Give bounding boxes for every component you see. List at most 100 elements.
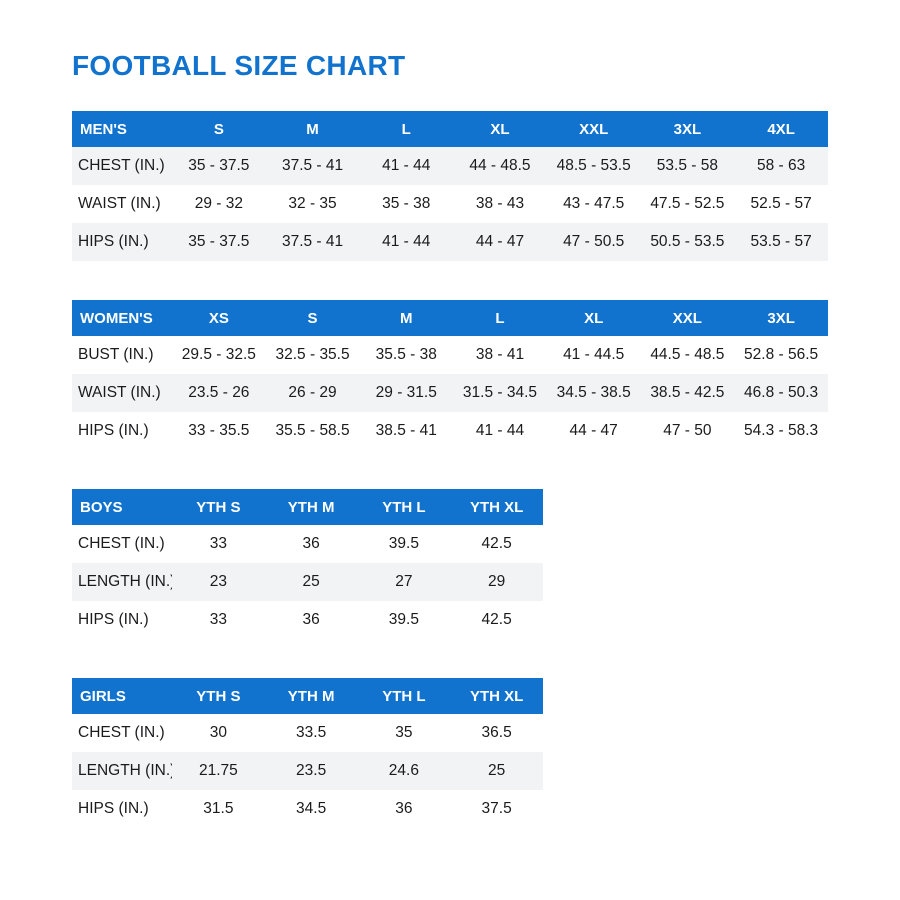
- size-value: 25: [264, 563, 358, 602]
- size-value: 29: [450, 563, 543, 602]
- size-value: 37.5 - 41: [265, 223, 360, 262]
- boys-size-column-header: YTH M: [264, 489, 358, 526]
- size-value: 54.3 - 58.3: [744, 422, 819, 440]
- size-value: 33: [209, 611, 227, 629]
- size-table-mens: MEN'S S M L XL XXL 3XL 4XL CHEST (IN.) 35 - 37.5 3…: [72, 111, 828, 262]
- size-value: 50.5 - 53.5: [640, 223, 735, 262]
- size-value: 29 - 32: [194, 195, 243, 213]
- mens-size-column-header: XL: [453, 111, 547, 148]
- size-value: 42.5: [481, 535, 512, 553]
- row-label: HIPS (IN.): [78, 611, 149, 629]
- size-value: 38 - 43: [475, 195, 525, 213]
- size-value: 44.5 - 48.5: [650, 346, 725, 364]
- page-title: FOOTBALL SIZE CHART: [72, 50, 406, 81]
- womens-size-column-header: XL: [546, 300, 641, 337]
- size-value: 36: [302, 611, 320, 629]
- size-value: 33 - 35.5: [188, 422, 250, 440]
- size-value: 35 - 37.5: [172, 147, 266, 186]
- size-value: 41 - 44: [359, 223, 454, 262]
- table-row: WAIST (IN.) 29 - 32 32 - 35 35 - 38 38 - 43 4…: [72, 185, 828, 223]
- table-row: LENGTH (IN.) 23 25 27 29: [72, 563, 543, 602]
- size-value: 23.5: [264, 752, 358, 791]
- womens-table-title-cell: WOMEN'S: [72, 300, 172, 337]
- mens-size-column-header: XXL: [546, 111, 641, 148]
- table-row: HIPS (IN.) 35 - 37.5 37.5 - 41 41 - 44 44 - …: [72, 223, 828, 262]
- row-label: HIPS (IN.): [78, 422, 149, 440]
- mens-size-column-header: S: [172, 111, 266, 148]
- size-tables: MEN'S S M L XL XXL 3XL 4XL CHEST (IN.) 35 - 37.5 3…: [72, 111, 830, 828]
- row-label: CHEST (IN.): [78, 724, 165, 742]
- size-value: 42.5: [481, 611, 512, 629]
- table-row: HIPS (IN.) 33 36 39.5 42.5: [72, 601, 543, 639]
- size-value: 41 - 44: [359, 147, 454, 186]
- size-value: 44 - 48.5: [453, 147, 547, 186]
- size-value: 36: [302, 535, 320, 553]
- row-label: HIPS (IN.): [72, 223, 172, 262]
- mens-header-row: MEN'S S M L XL XXL 3XL 4XL: [72, 111, 828, 148]
- size-value: 32 - 35: [288, 195, 337, 213]
- size-value: 31.5 - 34.5: [453, 374, 547, 413]
- size-table-girls: GIRLS YTH S YTH M YTH L YTH XL CHEST (IN.) 30 3…: [72, 678, 543, 828]
- table-row: LENGTH (IN.) 21.75 23.5 24.6 25: [72, 752, 543, 791]
- size-value: 47 - 50.5: [546, 223, 641, 262]
- size-value: 35 - 37.5: [172, 223, 266, 262]
- size-value: 47.5 - 52.5: [650, 195, 725, 213]
- size-value: 33.5: [296, 724, 327, 742]
- size-value: 32.5 - 35.5: [275, 346, 350, 364]
- girls-header-row: GIRLS YTH S YTH M YTH L YTH XL: [72, 678, 543, 715]
- mens-size-column-header: M: [265, 111, 360, 148]
- size-value: 53.5 - 57: [734, 223, 828, 262]
- size-value: 29 - 31.5: [359, 374, 454, 413]
- row-label: CHEST (IN.): [78, 535, 165, 553]
- girls-size-column-header: YTH XL: [450, 678, 543, 715]
- size-value: 52.5 - 57: [750, 195, 812, 213]
- womens-header-row: WOMEN'S XS S M L XL XXL 3XL: [72, 300, 828, 337]
- row-label: WAIST (IN.): [78, 195, 161, 213]
- size-value: 39.5: [388, 535, 419, 553]
- girls-size-column-header: YTH L: [357, 678, 451, 715]
- size-value: 31.5: [203, 800, 234, 818]
- size-value: 34.5 - 38.5: [546, 374, 641, 413]
- size-value: 26 - 29: [265, 374, 360, 413]
- table-row: WAIST (IN.) 23.5 - 26 26 - 29 29 - 31.5 31.5…: [72, 374, 828, 413]
- size-value: 24.6: [357, 752, 451, 791]
- size-value: 25: [450, 752, 543, 791]
- size-value: 41 - 44.5: [563, 346, 625, 364]
- table-row: HIPS (IN.) 31.5 34.5 36 37.5: [72, 790, 543, 828]
- size-value: 44 - 47: [453, 223, 547, 262]
- size-value: 27: [357, 563, 451, 602]
- size-value: 43 - 47.5: [563, 195, 625, 213]
- size-value: 35.5 - 58.5: [275, 422, 350, 440]
- mens-table-title-cell: MEN'S: [72, 111, 172, 148]
- table-row: CHEST (IN.) 35 - 37.5 37.5 - 41 41 - 44 44 -…: [72, 147, 828, 186]
- size-value: 46.8 - 50.3: [734, 374, 828, 413]
- size-value: 38.5 - 42.5: [640, 374, 735, 413]
- womens-size-column-header: 3XL: [734, 300, 828, 337]
- size-value: 33: [209, 535, 227, 553]
- boys-size-column-header: YTH XL: [450, 489, 543, 526]
- girls-size-column-header: YTH M: [264, 678, 358, 715]
- row-label: LENGTH (IN.): [72, 563, 172, 602]
- size-value: 48.5 - 53.5: [546, 147, 641, 186]
- row-label: LENGTH (IN.): [72, 752, 172, 791]
- womens-size-column-header: XS: [172, 300, 266, 337]
- size-value: 39.5: [388, 611, 419, 629]
- size-value: 37.5: [481, 800, 512, 818]
- mens-size-column-header: L: [359, 111, 454, 148]
- womens-size-column-header: S: [265, 300, 360, 337]
- row-label: HIPS (IN.): [78, 800, 149, 818]
- size-value: 36.5: [481, 724, 512, 742]
- table-row: BUST (IN.) 29.5 - 32.5 32.5 - 35.5 35.5 - 3…: [72, 336, 828, 374]
- size-value: 44 - 47: [569, 422, 618, 440]
- size-value: 35.5 - 38: [375, 346, 437, 364]
- table-row: HIPS (IN.) 33 - 35.5 35.5 - 58.5 38.5 - 41 4…: [72, 412, 828, 450]
- girls-table-title-cell: GIRLS: [72, 678, 172, 715]
- size-value: 34.5: [296, 800, 327, 818]
- boys-table-title-cell: BOYS: [72, 489, 172, 526]
- size-value: 38 - 41: [475, 346, 525, 364]
- size-value: 52.8 - 56.5: [744, 346, 819, 364]
- mens-size-column-header: 3XL: [640, 111, 735, 148]
- size-value: 35: [395, 724, 413, 742]
- size-value: 41 - 44: [475, 422, 525, 440]
